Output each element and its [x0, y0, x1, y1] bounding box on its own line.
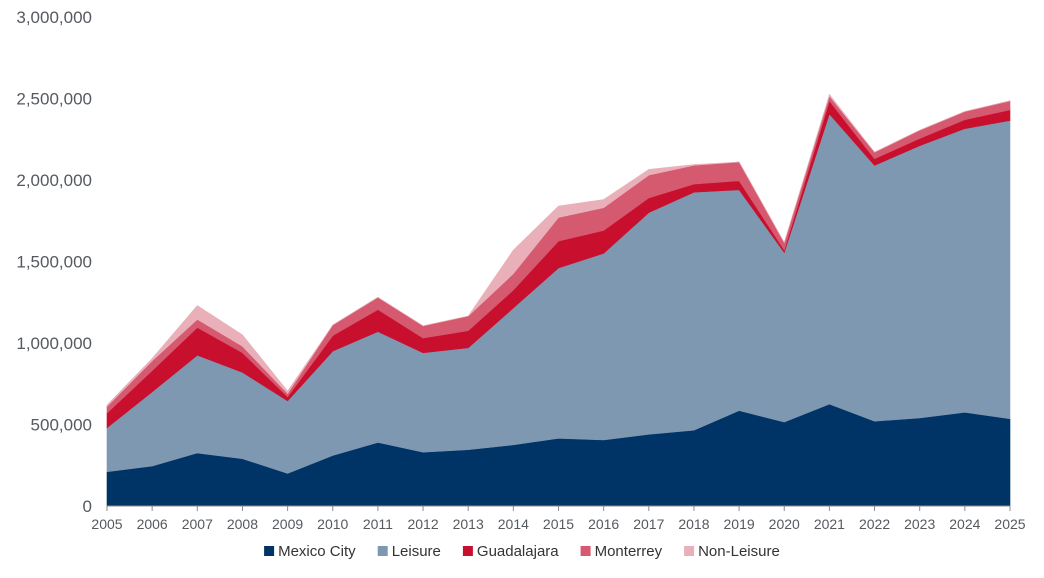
- x-tick-label: 2023: [904, 516, 935, 532]
- x-tick-label: 2017: [633, 516, 664, 532]
- x-tick-label: 2007: [182, 516, 213, 532]
- legend-label: Leisure: [392, 543, 441, 560]
- x-tick-label: 2014: [498, 516, 529, 532]
- legend-item-monterrey: Monterrey: [580, 543, 663, 560]
- area-series-group: [106, 93, 1011, 507]
- x-tick-label: 2018: [678, 516, 709, 532]
- x-tick-label: 2024: [949, 516, 980, 532]
- x-tick-label: 2010: [317, 516, 348, 532]
- legend-item-mexico-city: Mexico City: [264, 543, 356, 560]
- legend-item-guadalajara: Guadalajara: [462, 543, 559, 560]
- legend-swatch: [377, 546, 388, 556]
- x-tick-label: 2016: [588, 516, 619, 532]
- legend-swatch: [580, 546, 591, 556]
- x-tick-label: 2015: [543, 516, 574, 532]
- x-tick-label: 2005: [91, 516, 122, 532]
- legend-label: Mexico City: [278, 543, 356, 560]
- x-tick-label: 2008: [227, 516, 258, 532]
- area-leisure: [106, 113, 1011, 474]
- x-tick-label: 2021: [814, 516, 845, 532]
- legend-swatch: [462, 546, 473, 556]
- x-tick-label: 2020: [769, 516, 800, 532]
- y-tick-label: 1,500,000: [16, 253, 92, 272]
- legend-item-leisure: Leisure: [377, 543, 441, 560]
- legend: Mexico City Leisure Guadalajara Monterrey No…: [264, 543, 780, 560]
- x-tick-label: 2011: [363, 516, 393, 532]
- y-tick-label: 1,000,000: [16, 334, 92, 353]
- y-tick-label: 2,500,000: [16, 90, 92, 109]
- axes-group: 0 500,000 1,000,000 1,500,000 2,000,000 2,500…: [16, 8, 1025, 532]
- y-tick-label: 2,000,000: [16, 171, 92, 190]
- y-tick-label: 3,000,000: [16, 8, 92, 27]
- legend-item-non-leisure: Non-Leisure: [684, 543, 780, 560]
- legend-label: Monterrey: [595, 543, 663, 560]
- x-tick-label: 2019: [724, 516, 755, 532]
- x-tick-label: 2022: [859, 516, 890, 532]
- x-tick-label: 2025: [994, 516, 1025, 532]
- legend-label: Non-Leisure: [698, 543, 780, 560]
- y-tick-label: 500,000: [31, 416, 92, 435]
- legend-swatch: [684, 546, 695, 556]
- x-tick-label: 2013: [453, 516, 484, 532]
- legend-swatch: [264, 546, 275, 556]
- legend-label: Guadalajara: [477, 543, 559, 560]
- x-tick-label: 2012: [407, 516, 438, 532]
- area-non-leisure: [106, 93, 1011, 408]
- x-tick-label: 2006: [137, 516, 168, 532]
- x-tick-label: 2009: [272, 516, 303, 532]
- y-tick-label: 0: [83, 497, 92, 516]
